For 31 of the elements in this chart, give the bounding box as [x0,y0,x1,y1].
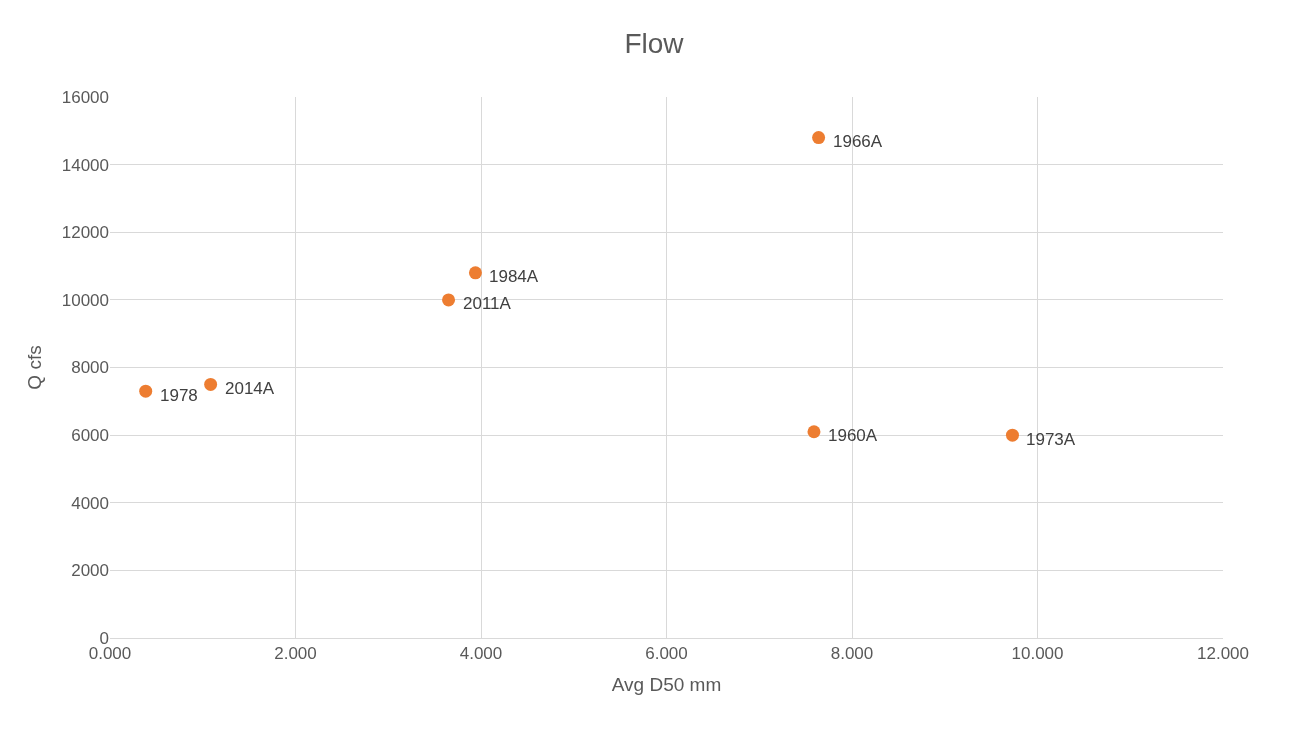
y-tick-label: 8000 [71,358,109,378]
annotation: 1978 [160,386,198,405]
annotation: 1984A [489,267,539,286]
x-tick-label: 4.000 [459,644,503,664]
point [204,377,218,391]
annotation: 1960A [828,426,878,445]
point [812,131,826,145]
x-tick-label: 8.000 [830,644,874,664]
annotation: 1973A [1026,430,1076,449]
x-tick-label: 10.000 [1011,644,1064,664]
x-tick-label: 6.000 [645,644,688,664]
annotation: 2011A [463,294,512,313]
y-tick-label: 4000 [71,493,109,513]
y-axis-title: Q cfs [23,345,45,390]
y-tick-label: 14000 [61,155,109,175]
point [139,384,153,398]
y-tick-label: 12000 [61,223,109,243]
x-tick-label: 2.000 [274,644,317,664]
y-tick-label: 16000 [61,87,109,107]
chart-title: Flow [624,27,685,59]
point [442,293,456,307]
x-axis-title: Avg D50 mm [611,674,722,696]
point [468,266,482,280]
annotation: 2014A [225,379,275,398]
y-tick-label: 10000 [61,290,109,310]
annotation: 1966A [833,132,883,151]
y-tick-label: 2000 [71,561,109,581]
x-tick-label: 12.000 [1197,644,1249,664]
point [1005,428,1019,442]
y-tick-label: 6000 [71,426,109,446]
point [807,425,821,439]
